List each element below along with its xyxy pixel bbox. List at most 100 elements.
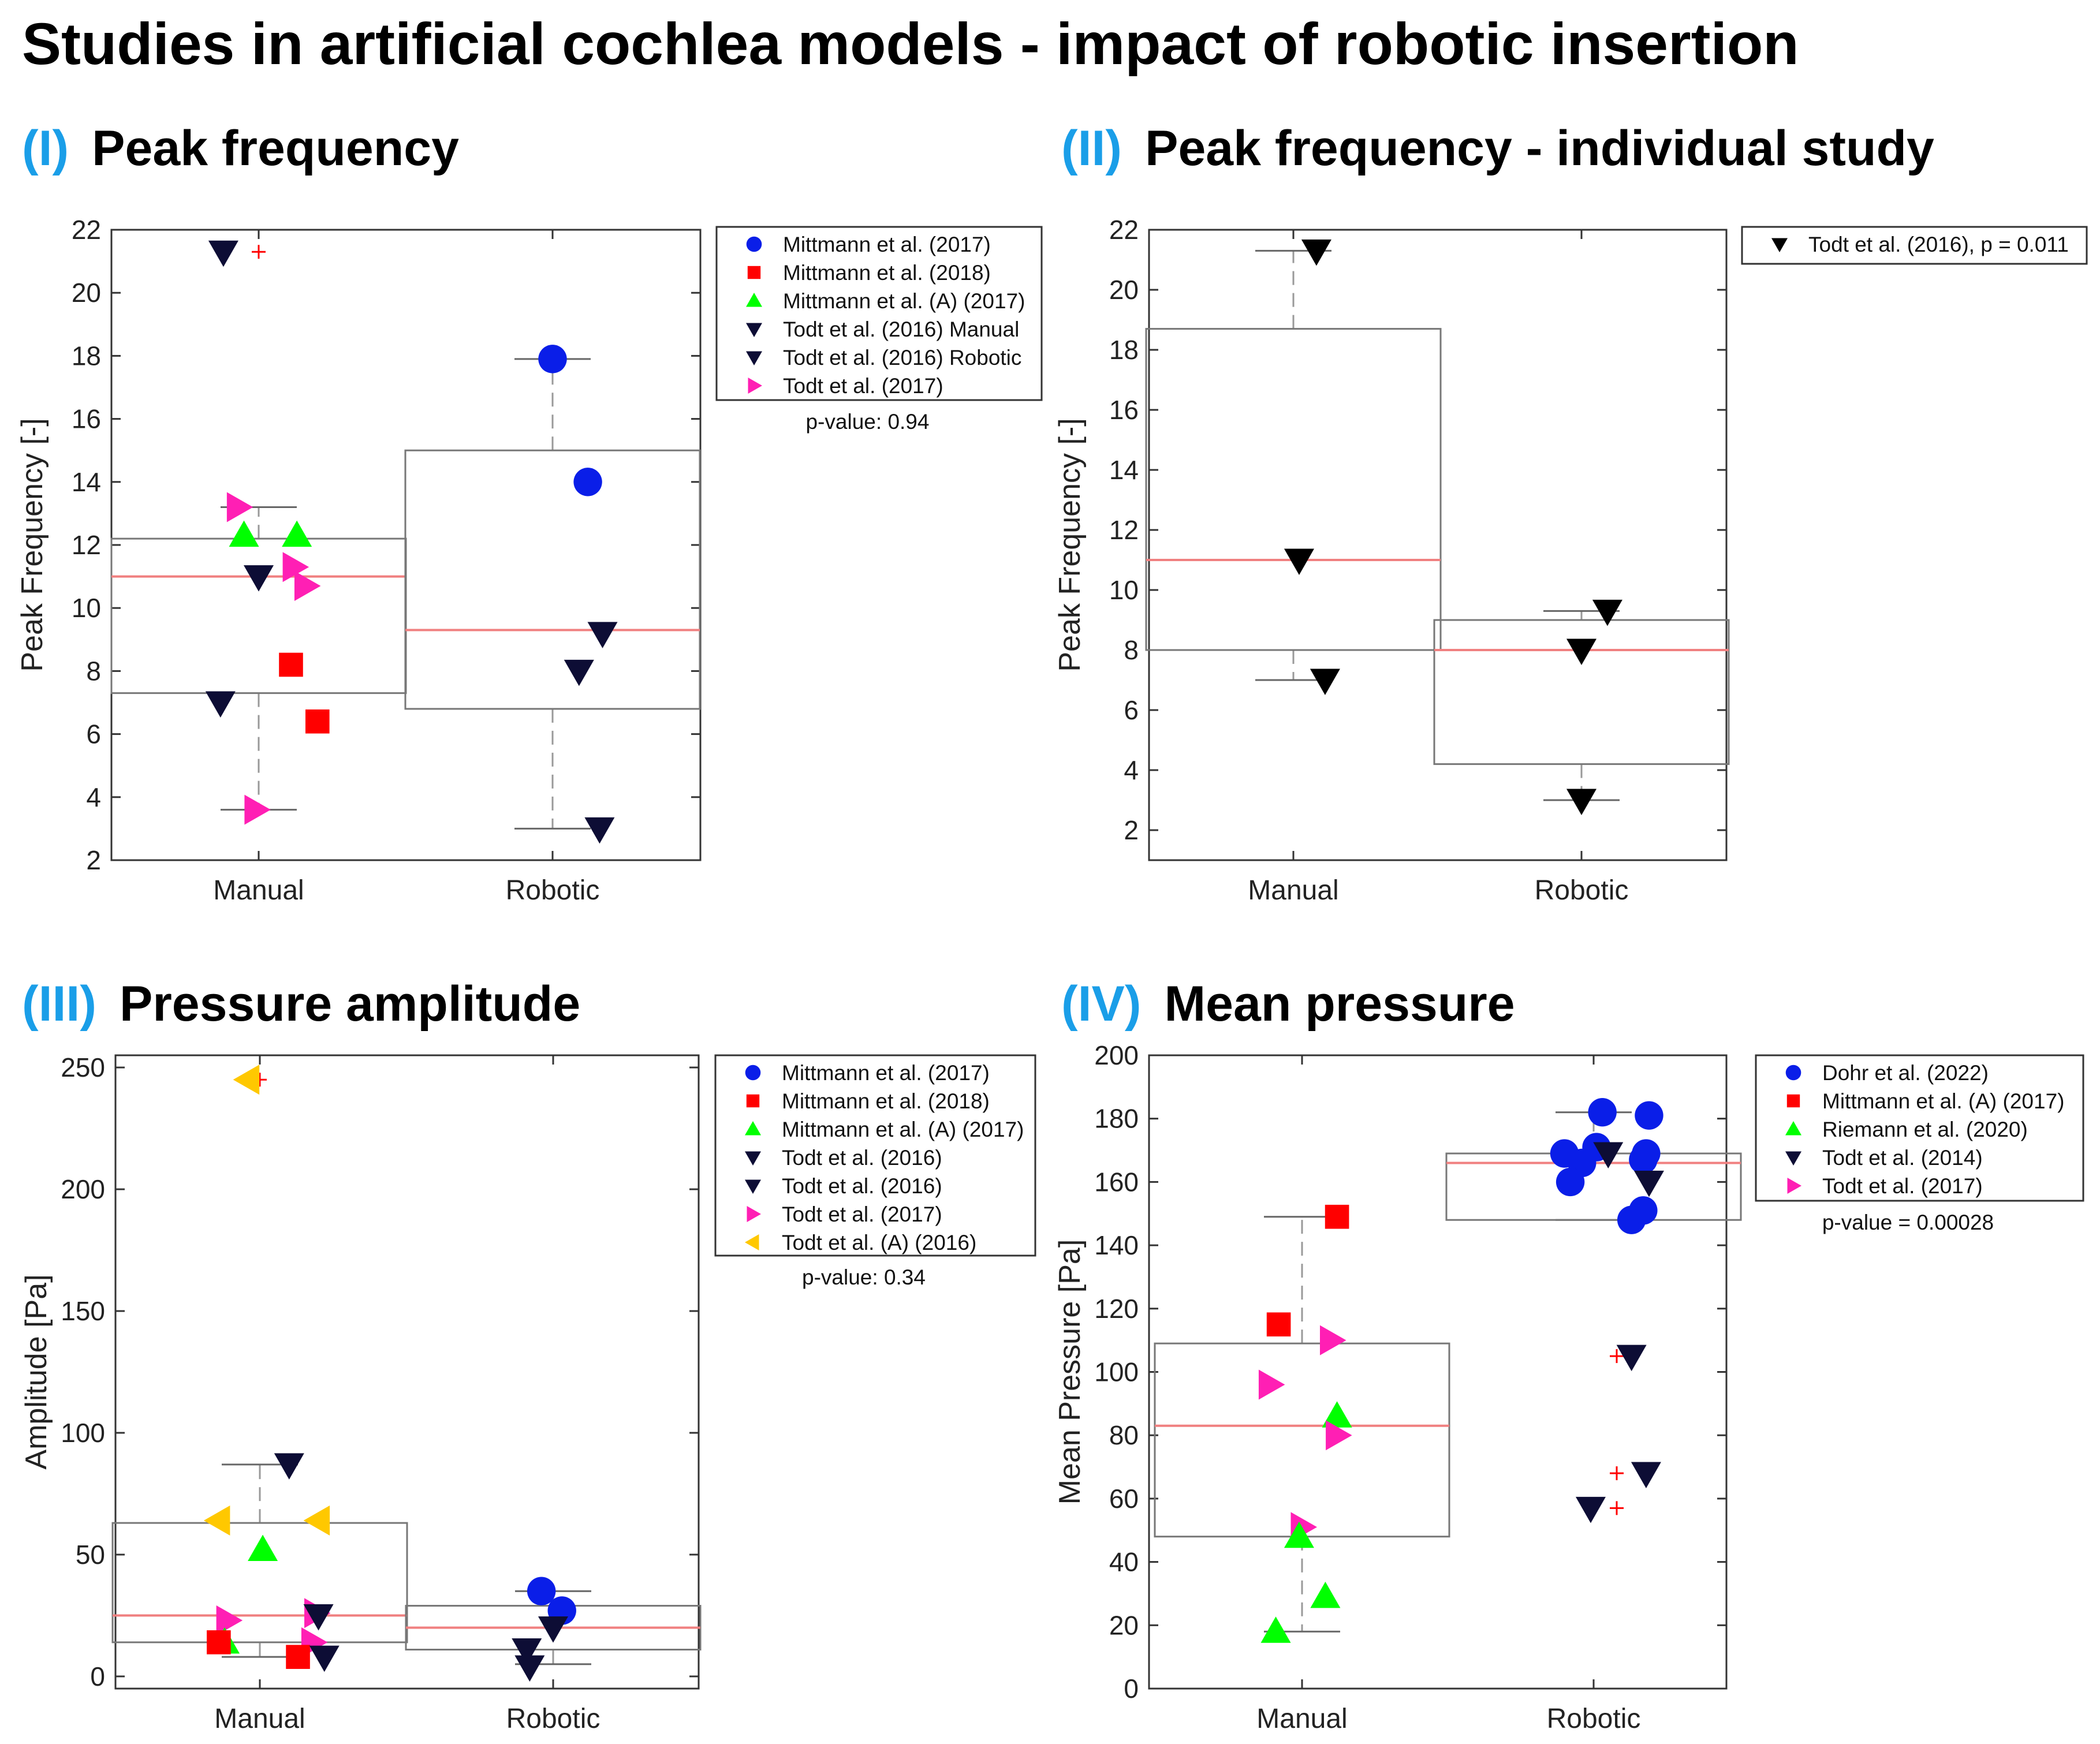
panel-label-iii: (III) Pressure amplitude [22,976,580,1033]
y-tick-label: 20 [72,278,101,308]
chart-panel-I: 2 4 6 8 10 12 14 16 18 20 22 Peak Frequency [-] Manu… [16,215,1043,906]
iqr-box [1433,619,1730,765]
data-point [208,240,238,267]
box-manual [111,1073,408,1658]
data-point [203,1505,230,1536]
legend-marker [1785,1121,1801,1136]
legend-entry: Todt et al. (2017) [1822,1174,1983,1198]
legend-entry: Mittmann et al. (A) (2017) [783,289,1025,313]
y-tick-label: 22 [1109,215,1139,245]
chart-panel-III: 0 50 100 150 200 250 Amplitude [Pa] Manual Robot… [20,1052,1036,1734]
data-point [1593,1142,1624,1169]
data-point [1631,1462,1661,1489]
y-tick-label: 60 [1109,1484,1139,1514]
data-point [216,1605,243,1635]
y-tick-label: 80 [1109,1420,1139,1450]
legend-marker [1785,1151,1801,1166]
outlier-marker [1610,1349,1624,1364]
data-point [1633,1170,1664,1197]
y-tick-label: 8 [86,656,101,686]
data-point [1284,548,1314,575]
y-tick-label: 16 [72,404,101,434]
legend-marker [1785,1065,1801,1081]
y-tick-label: 22 [72,215,101,245]
x-tick-label: Robotic [506,1704,600,1734]
y-tick-label: 140 [1094,1230,1139,1260]
legend-entry: Dohr et al. (2022) [1822,1061,1989,1085]
data-point [1326,1420,1352,1451]
legend-frame [1755,1054,2084,1202]
data-point [1258,1369,1285,1400]
data-point [573,468,602,496]
panel-title: Peak frequency [92,121,459,176]
y-tick-label: 180 [1094,1104,1139,1134]
panel-number: (I) [22,121,69,176]
legend-entry: Todt et al. (2016), p = 0.011 [1808,233,2069,256]
y-tick-label: 200 [61,1174,105,1204]
legend: Dohr et al. (2022) Mittmann et al. (A) (2… [1755,1054,2084,1234]
iqr-box [1145,328,1442,651]
x-tick-label: Robotic [506,875,600,906]
legend-marker [746,323,762,337]
data-point [587,622,618,648]
x-tick-label: Robotic [1535,875,1629,906]
legend-marker [1787,1178,1801,1194]
panel-title: Peak frequency - individual study [1145,121,1934,176]
plot-frame [1148,229,1728,861]
data-point [244,794,271,825]
y-tick-label: 120 [1094,1294,1139,1324]
data-point [274,1453,304,1480]
y-tick-label: 14 [72,467,101,497]
data-point [1592,599,1622,626]
data-point [1310,1581,1341,1608]
legend-frame [1741,226,2088,265]
chart-panel-IV: 0 20 40 60 80 100 120 140 160 180 200 Mean Pressure… [1053,1040,2084,1734]
y-tick-label: 40 [1109,1547,1139,1577]
x-tick-label: Manual [1248,875,1338,906]
y-tick-label: 18 [72,341,101,371]
panel-title: Pressure amplitude [119,976,581,1032]
y-tick-label: 50 [76,1540,105,1570]
y-axis-label: Peak Frequency [-] [16,418,49,671]
data-point [1284,1521,1314,1548]
legend: Mittmann et al. (2017) Mittmann et al. (2… [715,226,1043,434]
y-tick-label: 0 [1124,1674,1139,1704]
legend-entry: Todt et al. (2014) [1822,1146,1983,1170]
data-point [1310,669,1340,695]
iqr-box [110,537,407,694]
data-point [1629,1145,1658,1174]
y-tick-label: 20 [1109,1610,1139,1640]
y-tick-label: 6 [86,719,101,749]
p-value-note: p-value = 0.00028 [1822,1211,1994,1234]
data-point [1556,1167,1585,1197]
y-tick-label: 20 [1109,275,1139,305]
data-point [512,1638,542,1665]
data-point [1320,1325,1346,1355]
box-manual [1154,1216,1450,1633]
panel-label-ii: (II) Peak frequency - individual study [1061,120,1934,177]
legend-marker [1771,238,1788,252]
x-tick-label: Robotic [1547,1704,1641,1734]
legend-marker [745,1234,759,1250]
data-point [305,709,330,734]
panel-number: (IV) [1061,976,1142,1032]
outlier-marker [1610,1466,1624,1481]
legend-entry: Todt et al. (2016) [782,1174,942,1198]
y-tick-label: 0 [90,1661,105,1691]
panel-title: Mean pressure [1164,976,1515,1032]
data-point [1566,638,1597,665]
data-point [279,652,303,677]
y-tick-label: 100 [1094,1357,1139,1387]
data-point [1322,1401,1352,1428]
x-tick-label: Manual [214,1704,305,1734]
y-tick-label: 200 [1094,1040,1139,1070]
y-tick-label: 250 [61,1052,105,1082]
data-point [1588,1098,1617,1127]
legend: Todt et al. (2016), p = 0.011 [1741,226,2088,265]
data-point [1260,1616,1291,1643]
data-point [564,659,594,686]
legend-marker [745,1179,761,1194]
legend-marker [745,1121,761,1136]
iqr-box [404,449,701,710]
